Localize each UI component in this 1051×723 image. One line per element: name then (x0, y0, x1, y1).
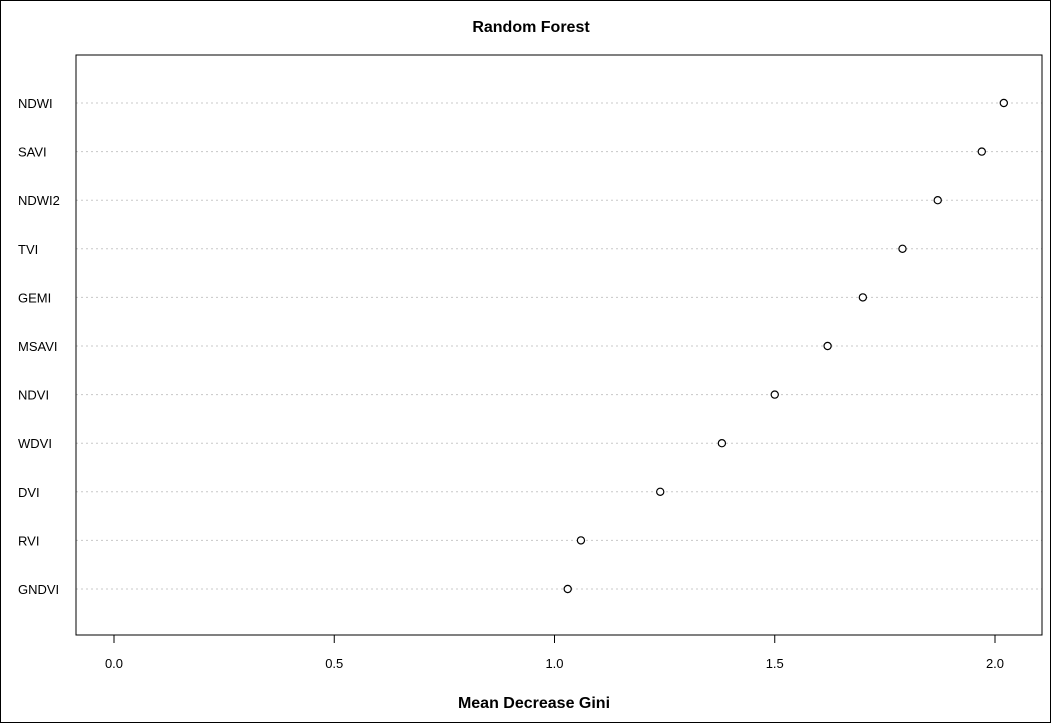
data-point (977, 147, 986, 156)
data-point (823, 341, 832, 351)
chart-title: Random Forest (472, 19, 590, 36)
category-label: NDWI2 (18, 193, 60, 208)
category-label: WDVI (18, 436, 52, 451)
data-point (858, 293, 868, 302)
data-point (717, 439, 727, 448)
category-label: NDVI (18, 388, 49, 403)
category-label: SAVI (18, 145, 47, 160)
guide-lines (76, 102, 1042, 590)
x-tick-label: 1.0 (545, 656, 563, 671)
x-tick-label: 0.0 (105, 656, 123, 671)
data-point (656, 487, 665, 496)
category-labels: NDWI SAVI NDWI2 TVI GEMI MSAVI NDVI WDVI DVI RVI G… (18, 96, 60, 597)
x-tick-label: 0.5 (325, 656, 343, 671)
x-tick-label: 2.0 (986, 656, 1004, 671)
data-point (933, 195, 942, 205)
category-label: TVI (18, 242, 38, 257)
category-label: RVI (18, 533, 39, 548)
data-points (563, 98, 1009, 594)
data-point (770, 390, 779, 399)
category-label: MSAVI (18, 339, 58, 354)
category-label: GEMI (18, 290, 51, 305)
category-label: GNDVI (18, 582, 59, 597)
data-point (999, 98, 1009, 108)
plot-area (75, 54, 1043, 636)
category-label: NDWI (18, 96, 53, 111)
x-axis-label: Mean Decrease Gini (458, 695, 610, 712)
x-tick-label: 1.5 (766, 656, 784, 671)
data-point (898, 244, 907, 253)
x-axis: 0.0 0.5 1.0 1.5 2.0 (105, 634, 1004, 671)
data-point (576, 536, 586, 545)
category-label: DVI (18, 485, 40, 500)
data-point (563, 584, 572, 594)
